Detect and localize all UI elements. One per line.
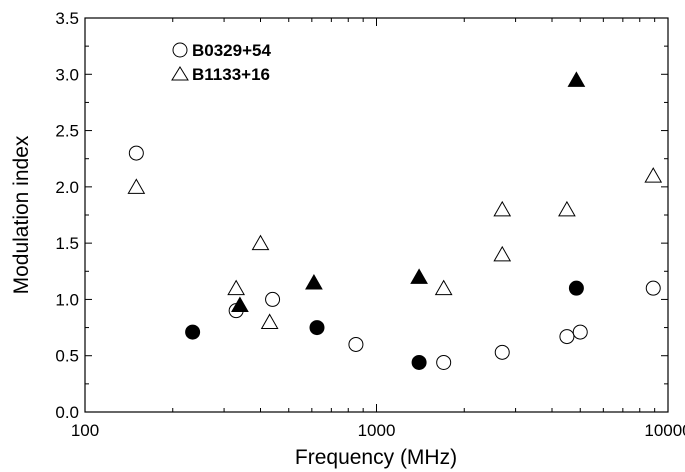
open-triangle-point: [251, 234, 270, 251]
open-circle-point: [348, 336, 364, 352]
plot-frame: [84, 17, 669, 413]
open-triangle-point: [644, 167, 663, 183]
filled-circle-point: [309, 320, 325, 336]
axis-ticks: [84, 17, 669, 413]
open-circle-point: [559, 329, 575, 345]
filled-triangle-point: [231, 296, 249, 313]
filled-circle-point: [185, 324, 201, 340]
y-tick-label: 3.5: [55, 9, 79, 28]
y-tick-label: 2.5: [55, 122, 79, 141]
x-tick-label: 1000: [358, 421, 396, 440]
x-axis-title: Frequency (MHz): [295, 446, 457, 469]
y-tick-label: 0.5: [55, 347, 79, 366]
x-tick-label: 100: [71, 421, 99, 440]
legend-circle-marker: [172, 42, 188, 58]
filled-triangle-point: [305, 274, 323, 290]
open-circle-point: [572, 324, 588, 340]
y-tick-label: 1.0: [55, 290, 79, 309]
legend-label-b0329: B0329+54: [192, 41, 271, 60]
open-triangle-point: [493, 245, 512, 262]
y-tick-label: 0.0: [55, 403, 79, 422]
legend: B0329+54 B1133+16: [171, 41, 271, 84]
open-triangle-point: [227, 279, 246, 296]
open-circle-point: [494, 344, 510, 360]
open-triangle-point: [260, 313, 279, 329]
open-circle-point: [645, 280, 661, 296]
data-markers: [127, 71, 663, 370]
open-circle-point: [128, 145, 144, 161]
open-triangle-point: [434, 279, 453, 296]
y-tick-labels: 0.0 0.5 1.0 1.5 2.0 2.5 3.0 3.5: [55, 9, 79, 422]
open-circle-point: [265, 291, 281, 307]
y-tick-label: 2.0: [55, 178, 79, 197]
filled-circle-point: [568, 280, 584, 296]
y-tick-label: 1.5: [55, 234, 79, 253]
y-tick-label: 3.0: [55, 65, 79, 84]
filled-circle-point: [411, 354, 427, 370]
open-triangle-point: [558, 200, 576, 217]
y-axis-title: Modulation index: [10, 135, 33, 294]
legend-label-b1133: B1133+16: [192, 65, 270, 84]
filled-triangle-point: [410, 268, 428, 284]
filled-triangle-point: [567, 71, 586, 87]
open-circle-point: [436, 354, 452, 370]
legend-triangle-marker: [171, 66, 189, 81]
open-triangle-point: [493, 200, 512, 217]
open-triangle-point: [127, 178, 146, 194]
